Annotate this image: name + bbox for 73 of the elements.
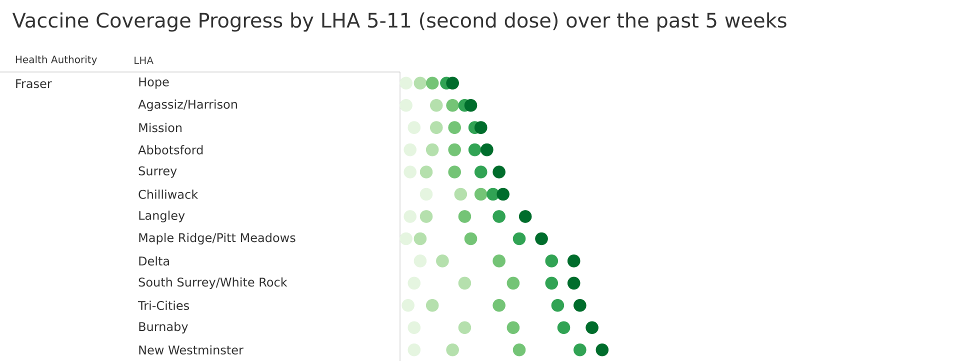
point — [567, 254, 580, 268]
point — [414, 232, 427, 246]
point — [436, 254, 449, 268]
point — [400, 232, 412, 246]
point — [474, 121, 488, 134]
y-tick-label: Agassiz/Harrison — [138, 100, 237, 112]
point — [506, 321, 520, 334]
point — [545, 276, 558, 290]
point — [426, 299, 439, 312]
point — [474, 188, 488, 201]
y-tick-label: Burnaby — [139, 322, 188, 334]
point — [448, 166, 461, 178]
chart-title: Vaccine Coverage Progress by LHA 5-11 (second dose) over the past 5 weeks — [12, 12, 786, 32]
y-tick-label: Tri-Cities — [138, 300, 190, 310]
y-tick-label: Delta — [139, 256, 169, 266]
point — [446, 98, 459, 112]
point — [400, 76, 412, 90]
point — [454, 188, 468, 201]
y-tick-label: Maple Ridge/Pitt Meadows — [139, 232, 296, 245]
point — [404, 166, 417, 178]
point — [404, 210, 417, 223]
y-tick-label: New Westminster — [139, 345, 244, 355]
point — [400, 98, 412, 112]
point — [420, 166, 433, 178]
point — [446, 76, 459, 90]
y-tick-label: Surrey — [138, 166, 177, 178]
point — [430, 121, 443, 134]
point — [458, 210, 472, 223]
point — [535, 232, 548, 246]
point — [567, 276, 580, 290]
point — [430, 98, 443, 112]
point — [492, 166, 506, 178]
y-tick-label: Hope — [139, 77, 169, 89]
point — [474, 166, 488, 178]
y-tick-label: Mission — [139, 122, 182, 132]
point — [506, 276, 520, 290]
text: Fraser — [16, 79, 52, 88]
point — [464, 98, 478, 112]
point — [414, 254, 427, 268]
point — [408, 121, 421, 134]
point — [492, 210, 506, 223]
point — [557, 321, 570, 334]
text: Health Authority — [16, 55, 97, 66]
y-tick-label: Abbotsford — [138, 145, 203, 154]
point — [458, 321, 472, 334]
point — [545, 254, 558, 268]
point — [518, 210, 532, 223]
point — [492, 299, 506, 312]
y-tick-label: South Surrey/White Rock — [138, 277, 288, 289]
point — [551, 299, 564, 312]
point — [586, 321, 598, 334]
y-axis-title: LHA — [134, 56, 154, 64]
point — [426, 76, 439, 90]
point — [408, 321, 421, 334]
point — [420, 210, 433, 223]
y-tick-label: Chilliwack — [138, 190, 198, 199]
point — [426, 143, 439, 156]
point — [574, 299, 586, 312]
y-tick-label: Langley — [139, 210, 185, 222]
point — [458, 276, 472, 290]
point — [512, 232, 526, 246]
point — [408, 276, 421, 290]
point — [464, 232, 478, 246]
point — [420, 188, 433, 201]
point — [468, 143, 482, 156]
point — [404, 143, 417, 156]
point — [448, 121, 461, 134]
point — [496, 188, 510, 201]
point — [414, 76, 427, 90]
point — [448, 143, 461, 156]
point — [480, 143, 494, 156]
point — [402, 299, 414, 312]
point — [492, 254, 506, 268]
